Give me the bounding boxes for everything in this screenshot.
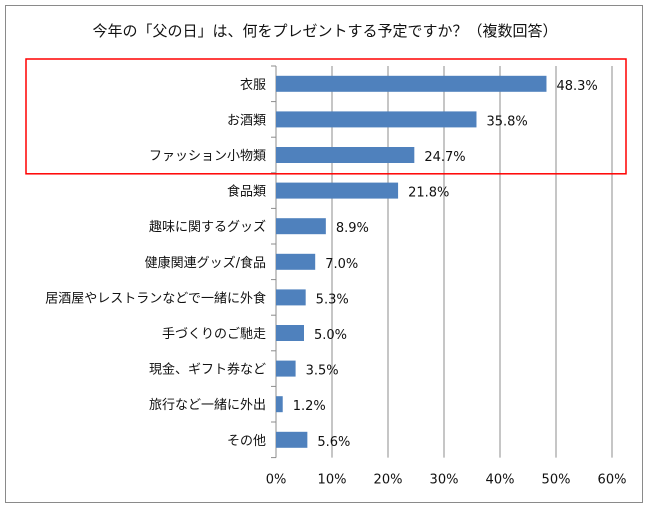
bar bbox=[276, 325, 304, 341]
data-label: 5.3% bbox=[316, 292, 349, 307]
category-label: 手づくりのご馳走 bbox=[162, 326, 266, 342]
bar bbox=[276, 111, 477, 128]
x-tick-label: 40% bbox=[486, 473, 515, 488]
chart-frame bbox=[5, 5, 643, 503]
highlight-box bbox=[25, 58, 627, 175]
x-tick-label: 20% bbox=[374, 473, 403, 488]
data-label: 1.2% bbox=[293, 399, 326, 414]
bar bbox=[276, 218, 326, 235]
x-tick-label: 30% bbox=[430, 473, 459, 488]
data-label: 35.8% bbox=[486, 114, 527, 129]
data-label: 8.9% bbox=[336, 221, 369, 236]
data-label: 24.7% bbox=[424, 150, 465, 165]
data-label: 7.0% bbox=[325, 257, 358, 272]
category-label: その他 bbox=[227, 434, 266, 449]
bar bbox=[276, 253, 316, 270]
category-label: 健康関連グッズ/食品 bbox=[145, 255, 266, 271]
bar bbox=[276, 75, 547, 92]
category-label: 旅行など一緒に外出 bbox=[149, 398, 266, 413]
category-label: 居酒屋やレストランなどで一緒に外食 bbox=[45, 290, 266, 306]
data-label: 48.3% bbox=[556, 79, 597, 94]
category-label: 食品類 bbox=[227, 184, 266, 200]
category-label: お酒類 bbox=[227, 113, 266, 128]
data-label: 5.0% bbox=[314, 328, 347, 343]
category-label: 衣服 bbox=[240, 77, 266, 93]
category-label: 現金、ギフト券など bbox=[149, 362, 266, 378]
bar bbox=[276, 182, 399, 199]
bar bbox=[276, 431, 308, 448]
bar bbox=[276, 147, 415, 163]
data-label: 21.8% bbox=[408, 186, 449, 201]
x-tick-label: 60% bbox=[598, 473, 627, 488]
x-tick-label: 50% bbox=[542, 473, 571, 488]
data-label: 5.6% bbox=[317, 435, 350, 450]
x-tick-label: 0% bbox=[266, 473, 287, 488]
data-label: 3.5% bbox=[306, 364, 339, 379]
chart-title: 今年の「父の日」は、何をプレゼントする予定ですか？（複数回答） bbox=[92, 22, 558, 40]
category-label: ファッション小物類 bbox=[149, 149, 266, 164]
bar bbox=[276, 360, 296, 377]
category-label: 趣味に関するグッズ bbox=[149, 219, 266, 235]
bar bbox=[276, 396, 283, 413]
bar bbox=[276, 289, 306, 306]
x-tick-label: 10% bbox=[318, 473, 347, 488]
